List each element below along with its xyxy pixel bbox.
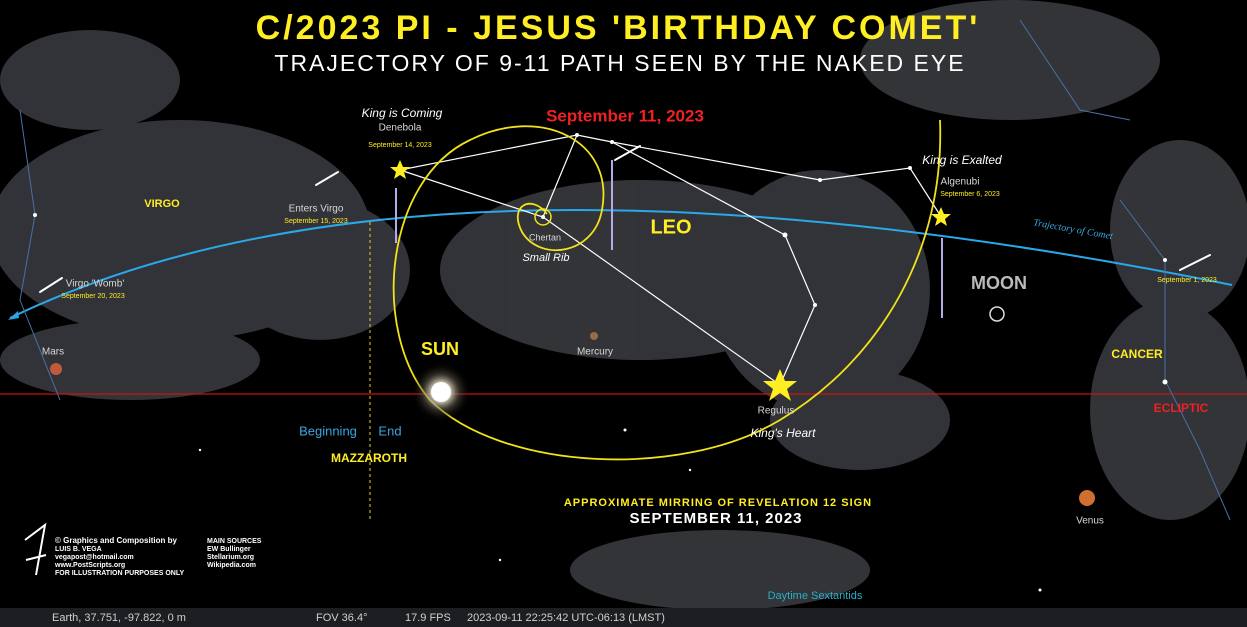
label: September 15, 2023 <box>284 218 348 225</box>
body: { "header": { "title": "C/2023 PI - JESU… <box>0 0 1247 627</box>
caption-line: APPROXIMATE MIRRING OF REVELATION 12 SIG… <box>564 497 872 509</box>
label: King's Heart <box>751 426 817 440</box>
caption-line: SEPTEMBER 11, 2023 <box>629 510 802 527</box>
source-line: EW Bullinger <box>207 546 251 553</box>
label: End <box>378 423 401 438</box>
label: Virgo 'Womb' <box>66 279 125 290</box>
label: Mercury <box>577 347 613 358</box>
label: Venus <box>1076 516 1104 527</box>
sky-view: C/2023 PI - JESUS 'BIRTHDAY COMET' TRAJE… <box>0 0 1247 627</box>
label: MOON <box>971 273 1027 293</box>
label: LEO <box>650 216 691 238</box>
label: Small Rib <box>522 252 569 264</box>
label: Denebola <box>379 123 422 134</box>
label: MAZZAROTH <box>331 451 407 465</box>
source-line: Stellarium.org <box>207 554 254 561</box>
label: September 6, 2023 <box>940 191 1000 198</box>
label: King is Exalted <box>922 153 1002 167</box>
label: September 14, 2023 <box>368 142 432 149</box>
page: C/2023 P1 Stellarium view html, body { m… <box>0 0 1247 627</box>
label: ECLIPTIC <box>1154 401 1209 415</box>
label: VIRGO <box>144 198 180 210</box>
label: Beginning <box>299 423 357 438</box>
date-heading: September 11, 2023 <box>546 106 704 125</box>
source-line: Wikipedia.com <box>207 562 256 569</box>
label: SUN <box>421 339 459 359</box>
status-fps: 17.9 FPS <box>405 612 451 624</box>
credit-line: www.PostScripts.org <box>54 562 125 569</box>
title: C/2023 PI - JESUS 'BIRTHDAY COMET' <box>256 9 981 47</box>
status-datetime: 2023-09-11 22:25:42 UTC-06:13 (LMST) <box>467 612 665 624</box>
label: CANCER <box>1111 347 1163 361</box>
mercury <box>590 332 598 340</box>
mars <box>50 363 62 375</box>
label: Daytime Sextantids <box>768 590 863 602</box>
status-fov: FOV 36.4° <box>316 612 367 624</box>
subtitle: TRAJECTORY OF 9-11 PATH SEEN BY THE NAKE… <box>274 50 965 76</box>
label: King is Coming <box>362 106 443 120</box>
source-line: MAIN SOURCES <box>207 538 262 545</box>
credit-line: FOR ILLUSTRATION PURPOSES ONLY <box>55 570 184 577</box>
venus <box>1079 490 1095 506</box>
credit-line: vegapost@hotmail.com <box>55 554 134 561</box>
label: Regulus <box>758 406 795 417</box>
label: Mars <box>42 347 64 358</box>
label: September 1, 2023 <box>1157 277 1217 284</box>
credit-line: LUIS B. VEGA <box>55 546 102 553</box>
label: September 20, 2023 <box>61 293 125 300</box>
label: Chertan <box>529 232 561 242</box>
credit-line: © Graphics and Composition by <box>55 536 177 545</box>
status-location: Earth, 37.751, -97.822, 0 m <box>52 612 186 624</box>
sun <box>431 382 451 402</box>
label: Enters Virgo <box>289 204 344 215</box>
label: Algenubi <box>941 177 980 188</box>
